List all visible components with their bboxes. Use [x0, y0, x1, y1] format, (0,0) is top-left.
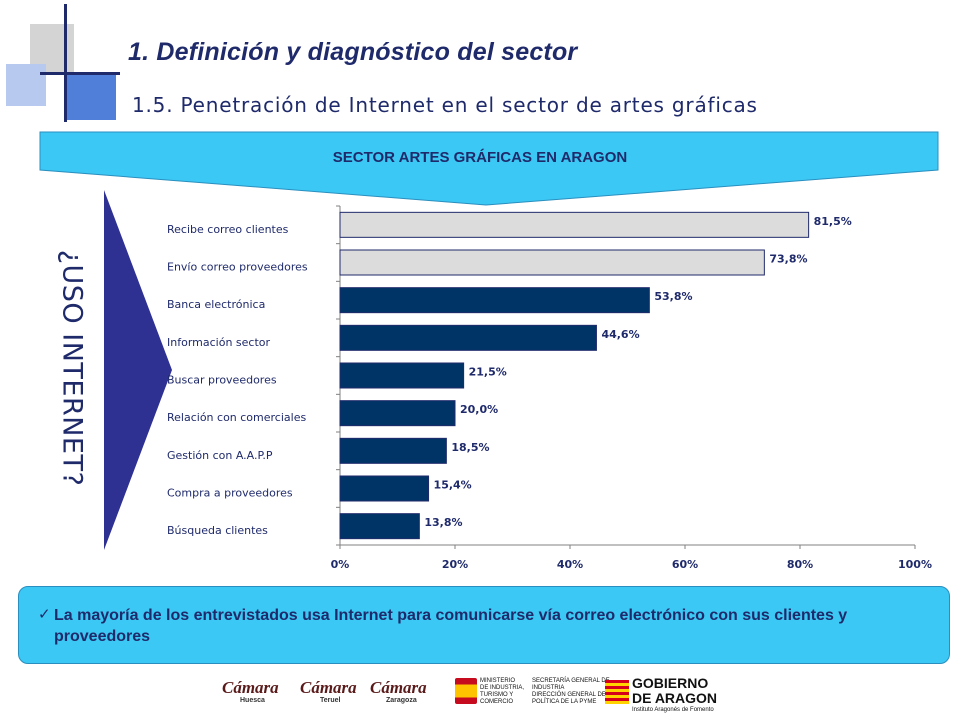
category-label: Relación con comerciales [167, 411, 306, 424]
category-label: Gestión con A.A.P.P [167, 449, 273, 462]
direccion-pyme-text: SECRETARÍA GENERAL DE INDUSTRIA DIRECCIÓ… [532, 678, 610, 705]
data-label: 53,8% [654, 290, 692, 303]
ministerio-text: MINISTERIO DE INDUSTRIA, TURISMO Y COMER… [480, 678, 525, 705]
data-label: 15,4% [434, 479, 472, 492]
category-label: Envío correo proveedores [167, 261, 308, 274]
footer-logos: Cámara Huesca Cámara Teruel Cámara Zarag… [0, 672, 960, 720]
data-label: 20,0% [460, 403, 498, 416]
deco-square-blue [66, 72, 116, 120]
deco-square-light-blue [6, 64, 46, 106]
data-label: 13,8% [424, 516, 462, 529]
category-label: Información sector [167, 336, 270, 349]
bar [339, 324, 597, 351]
data-label: 18,5% [451, 441, 489, 454]
camara-zaragoza-city: Zaragoza [386, 697, 417, 704]
camara-huesca-city: Huesca [240, 697, 265, 704]
bar [339, 513, 420, 540]
category-label: Compra a proveedores [167, 487, 293, 500]
page-title: 1. Definición y diagnóstico del sector [128, 38, 578, 66]
bar [339, 362, 465, 389]
note-box [18, 586, 950, 664]
check-icon: ✓ [38, 605, 51, 623]
spain-coat-of-arms-icon [455, 678, 477, 704]
camara-huesca-logo: Cámara [222, 678, 279, 698]
banner-arrow [39, 131, 939, 206]
chart-labels: 0% 20% 40% 60% 80% 100% 81,5% Recibe correo cli… [167, 215, 932, 571]
x-tick-label: 20% [442, 558, 468, 571]
side-triangle [104, 190, 172, 550]
camara-teruel-city: Teruel [320, 697, 341, 704]
bar [339, 475, 430, 502]
aragon-flag-icon [605, 680, 629, 704]
note-text: La mayoría de los entrevistados usa Inte… [54, 607, 848, 645]
deco-vertical-line [64, 4, 67, 122]
camara-zaragoza-logo: Cámara [370, 678, 427, 698]
data-label: 81,5% [814, 215, 852, 228]
banner-shape [39, 131, 939, 550]
bar [339, 211, 810, 238]
bar [339, 437, 447, 464]
bar [339, 287, 650, 314]
x-tick-label: 60% [672, 558, 698, 571]
chart-bars [339, 211, 810, 540]
category-label: Buscar proveedores [167, 374, 277, 387]
deco-horizontal-line [40, 72, 120, 75]
category-label: Búsqueda clientes [167, 524, 268, 537]
camara-zaragoza-name: Cámara [370, 678, 427, 697]
gobierno-aragon-text: GOBIERNO DE ARAGON Instituto Aragonés de… [632, 675, 718, 714]
category-label: Recibe correo clientes [167, 223, 289, 236]
page-subtitle: 1.5. Penetración de Internet en el secto… [132, 93, 758, 117]
camara-teruel-logo: Cámara [300, 678, 357, 698]
category-label: Banca electrónica [167, 298, 265, 311]
data-label: 73,8% [769, 253, 807, 266]
data-label: 21,5% [469, 366, 507, 379]
bar [339, 249, 765, 276]
camara-huesca-name: Cámara [222, 678, 279, 697]
data-label: 44,6% [601, 328, 639, 341]
camara-teruel-name: Cámara [300, 678, 357, 697]
x-tick-label: 80% [787, 558, 813, 571]
banner-title: SECTOR ARTES GRÁFICAS EN ARAGON [332, 149, 628, 166]
x-tick-label: 100% [898, 558, 932, 571]
x-tick-label: 40% [557, 558, 583, 571]
bar-chart: 0% 20% 40% 60% 80% 100% 81,5% Recibe correo cli… [167, 205, 932, 571]
bar [339, 400, 456, 427]
x-tick-label: 0% [331, 558, 350, 571]
